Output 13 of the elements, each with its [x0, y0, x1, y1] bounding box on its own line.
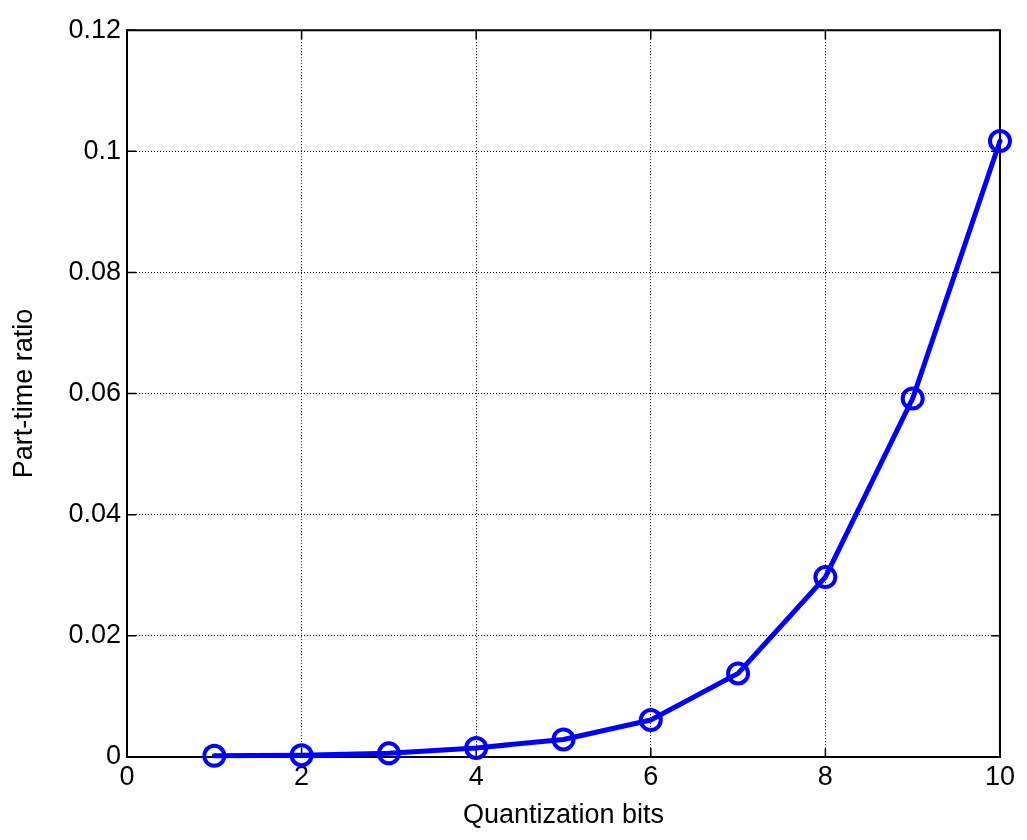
y-tick-label: 0.1 — [83, 134, 121, 165]
x-tick-label: 6 — [643, 760, 659, 791]
y-tick-label: 0.04 — [68, 498, 121, 529]
x-tick-label: 4 — [468, 760, 484, 791]
y-tick-label: 0.08 — [68, 255, 121, 286]
x-tick-label: 10 — [984, 760, 1016, 791]
x-tick-label: 8 — [817, 760, 833, 791]
x-axis-title: Quantization bits — [462, 799, 665, 830]
y-tick-label: 0.12 — [68, 13, 121, 44]
y-tick-label: 0 — [105, 740, 121, 771]
y-tick-label: 0.02 — [68, 619, 121, 650]
y-axis-title: Part-time ratio — [7, 308, 38, 479]
y-tick-label: 0.06 — [68, 377, 121, 408]
